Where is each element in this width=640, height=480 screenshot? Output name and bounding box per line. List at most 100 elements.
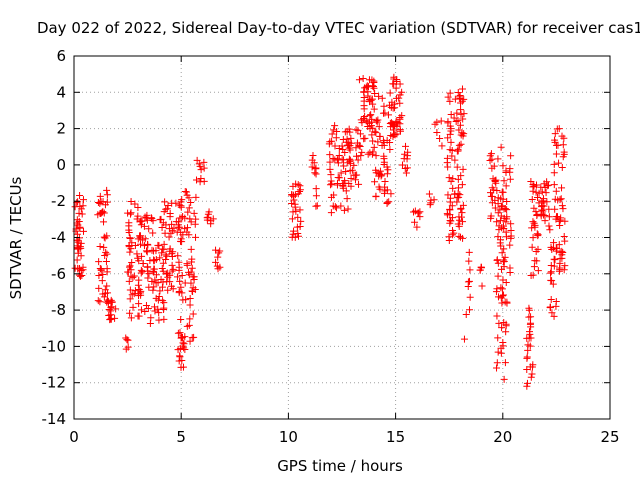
data-point <box>175 289 183 297</box>
data-point <box>328 130 336 138</box>
data-point <box>137 306 145 314</box>
data-point <box>183 191 191 199</box>
data-point <box>288 199 296 207</box>
data-point <box>103 250 111 258</box>
y-tick-label: 6 <box>56 47 66 65</box>
data-point <box>354 156 362 164</box>
data-point <box>164 201 172 209</box>
data-point <box>100 293 108 301</box>
data-point <box>454 220 462 228</box>
data-point <box>426 201 434 209</box>
data-point <box>543 178 551 186</box>
data-point <box>501 298 509 306</box>
data-point <box>380 160 388 168</box>
data-point <box>478 282 486 290</box>
data-point <box>390 122 398 130</box>
data-point <box>537 210 545 218</box>
data-point <box>533 257 541 265</box>
data-point <box>374 138 382 146</box>
data-point <box>138 252 146 260</box>
data-point <box>337 169 345 177</box>
data-point <box>503 197 511 205</box>
data-point <box>160 304 168 312</box>
data-point <box>137 291 145 299</box>
data-point <box>396 127 404 135</box>
data-point <box>179 231 187 239</box>
data-point <box>126 295 134 303</box>
data-point <box>561 217 569 225</box>
data-point <box>158 283 166 291</box>
data-point <box>525 306 533 314</box>
data-point <box>148 278 156 286</box>
y-tick-label: -12 <box>42 374 67 392</box>
data-point <box>458 129 466 137</box>
y-axis-label: SDTVAR / TECUs <box>7 176 25 299</box>
data-point <box>95 258 103 266</box>
data-point <box>550 312 558 320</box>
data-point <box>167 229 175 237</box>
y-tick-label: -6 <box>51 265 66 283</box>
data-point <box>124 268 132 276</box>
data-point <box>538 199 546 207</box>
data-point <box>529 218 537 226</box>
data-point <box>535 189 543 197</box>
data-point <box>494 348 502 356</box>
data-point <box>100 243 108 251</box>
data-point <box>359 74 367 82</box>
data-point <box>503 213 511 221</box>
data-point <box>95 284 103 292</box>
data-point <box>162 256 170 264</box>
data-point <box>126 210 134 218</box>
data-point <box>391 104 399 112</box>
data-point <box>532 208 540 216</box>
data-point <box>496 217 504 225</box>
data-point <box>209 215 217 223</box>
data-point <box>178 196 186 204</box>
data-point <box>352 152 360 160</box>
data-point <box>179 296 187 304</box>
data-point <box>310 159 318 167</box>
data-point <box>427 196 435 204</box>
data-point <box>126 262 134 270</box>
data-point <box>358 148 366 156</box>
data-point <box>158 245 166 253</box>
data-point <box>506 264 514 272</box>
data-point <box>185 321 193 329</box>
data-point <box>556 221 564 229</box>
data-point <box>476 266 484 274</box>
data-point <box>371 128 379 136</box>
data-point <box>372 166 380 174</box>
data-point <box>402 169 410 177</box>
data-point <box>145 225 153 233</box>
data-point <box>126 286 134 294</box>
data-point <box>161 198 169 206</box>
data-point <box>367 96 375 104</box>
data-point <box>558 202 566 210</box>
data-point <box>380 109 388 117</box>
data-point <box>129 303 137 311</box>
data-point <box>101 234 109 242</box>
data-point <box>356 130 364 138</box>
data-point <box>185 231 193 239</box>
data-point <box>145 270 153 278</box>
x-tick-label: 25 <box>600 428 619 446</box>
data-point <box>465 257 473 265</box>
data-point <box>388 98 396 106</box>
data-point <box>195 160 203 168</box>
data-point <box>294 230 302 238</box>
data-point <box>409 208 417 216</box>
data-point <box>197 175 205 183</box>
data-point <box>143 263 151 271</box>
data-point <box>444 163 452 171</box>
data-point <box>497 236 505 244</box>
data-point <box>545 222 553 230</box>
data-point <box>125 226 133 234</box>
data-point <box>500 245 508 253</box>
data-point <box>288 215 296 223</box>
y-tick-label: 4 <box>56 83 66 101</box>
data-point <box>176 329 184 337</box>
data-point <box>165 233 173 241</box>
data-point <box>486 157 494 164</box>
data-point <box>127 272 135 280</box>
data-point <box>552 187 560 195</box>
